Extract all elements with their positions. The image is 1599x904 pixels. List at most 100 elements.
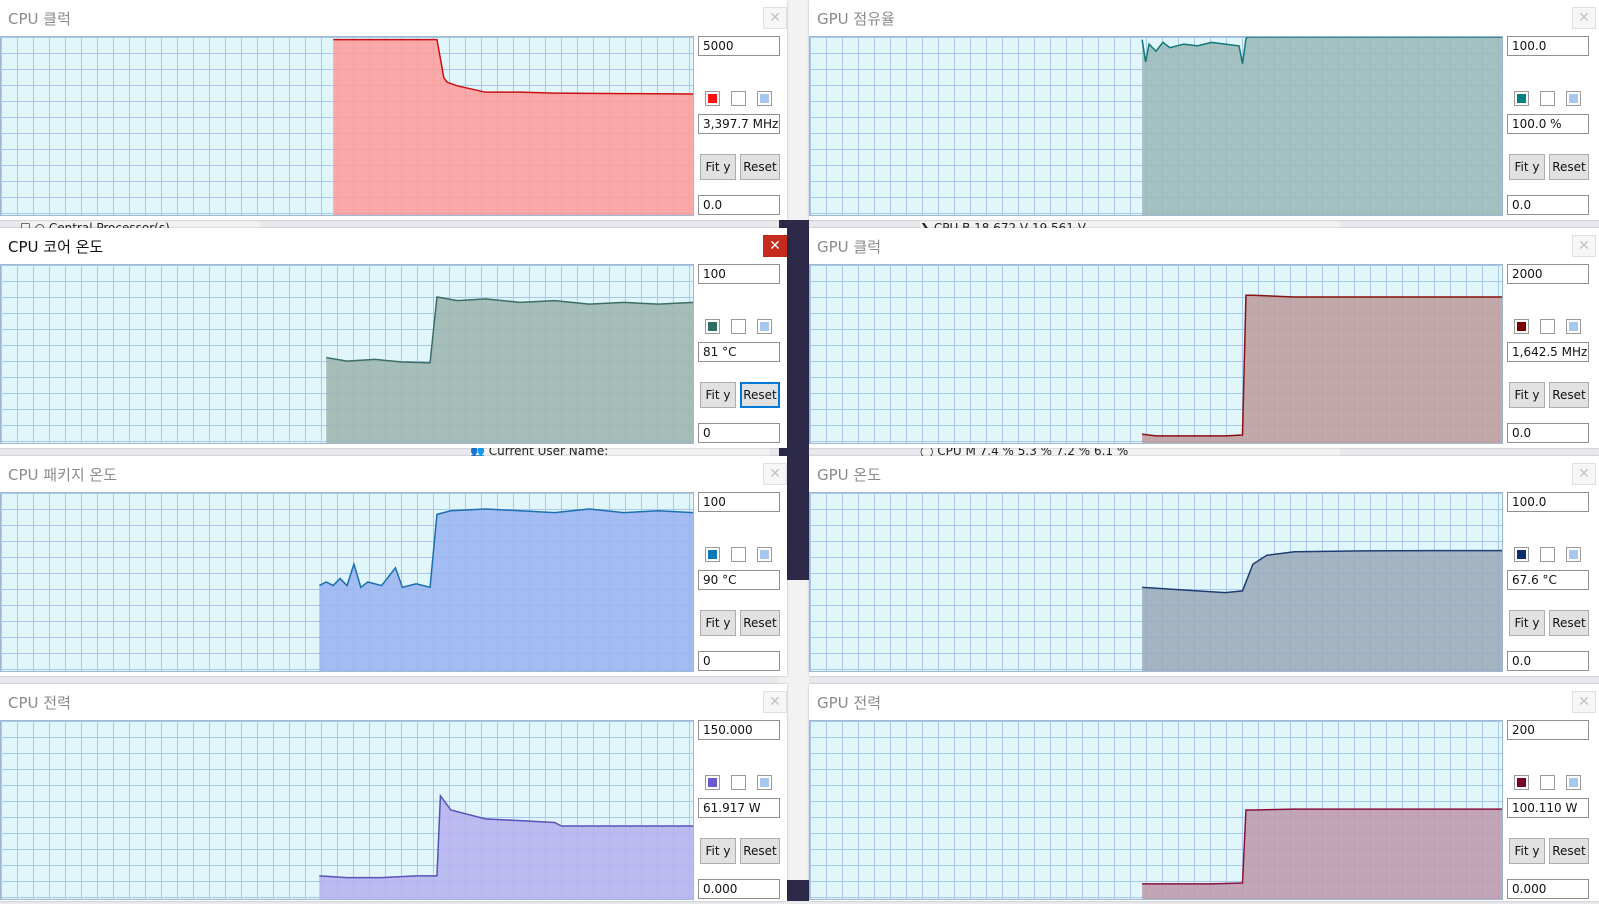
max-value-field[interactable]: 100 [698, 492, 780, 512]
reset-button[interactable]: Reset [1549, 154, 1589, 180]
grid-color-swatch[interactable] [757, 319, 772, 334]
series-color-swatch[interactable] [1514, 775, 1529, 790]
series-color [708, 550, 717, 559]
fit-y-button[interactable]: Fit y [700, 610, 736, 636]
cpu-package-temp-window: CPU 패키지 온도 ✕ 100 90 °C Fit y Reset 0 [0, 456, 787, 676]
window-title: GPU 점유율 [817, 10, 895, 28]
graph-area [809, 492, 1503, 672]
series-color-swatch[interactable] [705, 775, 720, 790]
min-value-field[interactable]: 0.0 [698, 195, 780, 215]
grid-color-swatch[interactable] [1566, 319, 1581, 334]
reset-button[interactable]: Reset [740, 154, 780, 180]
series-line [326, 296, 693, 364]
series-area [319, 795, 693, 899]
max-value-field[interactable]: 2000 [1507, 264, 1589, 284]
graph-area [0, 264, 694, 444]
min-value-field[interactable]: 0.0 [1507, 651, 1589, 671]
graph-controls: 2000 1,642.5 MHz Fit y Reset 0.0 [1507, 264, 1591, 448]
grid-color [1569, 94, 1578, 103]
min-value-field[interactable]: 0 [698, 651, 780, 671]
cpu-core-temp-window: CPU 코어 온도 ✕ 100 81 °C Fit y Reset 0 [0, 228, 787, 448]
window-title: CPU 패키지 온도 [8, 466, 118, 484]
grid-color [760, 94, 769, 103]
series-color-swatch[interactable] [705, 91, 720, 106]
min-value-field[interactable]: 0 [698, 423, 780, 443]
series-color [708, 322, 717, 331]
reset-button[interactable]: Reset [740, 610, 780, 636]
reset-button[interactable]: Reset [1549, 610, 1589, 636]
close-icon[interactable]: ✕ [1572, 691, 1596, 713]
series-area [326, 297, 693, 443]
blank-swatch[interactable] [731, 775, 746, 790]
grid-color-swatch[interactable] [757, 91, 772, 106]
current-value-field: 61.917 W [698, 798, 780, 818]
min-value-field[interactable]: 0.0 [1507, 423, 1589, 443]
max-value-field[interactable]: 150.000 [698, 720, 780, 740]
graph-area [809, 264, 1503, 444]
window-title: CPU 전력 [8, 694, 71, 712]
series-color-swatch[interactable] [1514, 547, 1529, 562]
fit-y-button[interactable]: Fit y [1509, 382, 1545, 408]
series-graph [1141, 37, 1502, 215]
max-value-field[interactable]: 200 [1507, 720, 1589, 740]
grid-color [1569, 778, 1578, 787]
series-color [1517, 94, 1526, 103]
grid-color [1569, 322, 1578, 331]
close-icon[interactable]: ✕ [763, 7, 787, 29]
series-line [333, 38, 693, 95]
graph-controls: 100 90 °C Fit y Reset 0 [698, 492, 782, 676]
grid-color-swatch[interactable] [1566, 775, 1581, 790]
close-icon[interactable]: ✕ [763, 463, 787, 485]
gpu-power-window: GPU 전력 ✕ 200 100.110 W Fit y Reset 0.000 [809, 684, 1599, 901]
fit-y-button[interactable]: Fit y [1509, 154, 1545, 180]
fit-y-button[interactable]: Fit y [700, 838, 736, 864]
fit-y-button[interactable]: Fit y [700, 154, 736, 180]
max-value-field[interactable]: 100.0 [1507, 36, 1589, 56]
series-color-swatch[interactable] [1514, 319, 1529, 334]
series-color-swatch[interactable] [705, 547, 720, 562]
series-area [1142, 550, 1502, 671]
fit-y-button[interactable]: Fit y [1509, 838, 1545, 864]
blank-swatch[interactable] [1540, 91, 1555, 106]
close-icon[interactable]: ✕ [1572, 235, 1596, 257]
blank-swatch[interactable] [1540, 319, 1555, 334]
close-icon[interactable]: ✕ [763, 235, 787, 257]
blank-swatch[interactable] [1540, 775, 1555, 790]
close-icon[interactable]: ✕ [1572, 7, 1596, 29]
grid-color-swatch[interactable] [1566, 547, 1581, 562]
blank-swatch[interactable] [1540, 547, 1555, 562]
current-value-field: 100.110 W [1507, 798, 1589, 818]
close-icon[interactable]: ✕ [763, 691, 787, 713]
grid-color-swatch[interactable] [757, 775, 772, 790]
series-color-swatch[interactable] [705, 319, 720, 334]
min-value-field[interactable]: 0.000 [698, 879, 780, 899]
series-color [1517, 778, 1526, 787]
current-value-field: 81 °C [698, 342, 780, 362]
blank-swatch[interactable] [731, 319, 746, 334]
max-value-field[interactable]: 100.0 [1507, 492, 1589, 512]
reset-button[interactable]: Reset [1549, 382, 1589, 408]
series-graph [1142, 549, 1502, 671]
gpu-clock-window: GPU 클럭 ✕ 2000 1,642.5 MHz Fit y Reset 0.… [809, 228, 1599, 448]
reset-button[interactable]: Reset [740, 838, 780, 864]
cpu-clock-window: CPU 클럭 ✕ 5000 3,397.7 MHz Fit y Reset 0.… [0, 0, 787, 220]
grid-color-swatch[interactable] [757, 547, 772, 562]
graph-controls: 100.0 100.0 % Fit y Reset 0.0 [1507, 36, 1591, 220]
reset-button[interactable]: Reset [1549, 838, 1589, 864]
series-graph [1142, 294, 1502, 443]
current-value-field: 67.6 °C [1507, 570, 1589, 590]
fit-y-button[interactable]: Fit y [1509, 610, 1545, 636]
max-value-field[interactable]: 5000 [698, 36, 780, 56]
blank-swatch[interactable] [731, 91, 746, 106]
grid-color-swatch[interactable] [1566, 91, 1581, 106]
close-icon[interactable]: ✕ [1572, 463, 1596, 485]
blank-swatch[interactable] [731, 547, 746, 562]
reset-button[interactable]: Reset [740, 382, 780, 408]
max-value-field[interactable]: 100 [698, 264, 780, 284]
window-title: CPU 클럭 [8, 10, 71, 28]
graph-area [0, 492, 694, 672]
min-value-field[interactable]: 0.000 [1507, 879, 1589, 899]
series-color-swatch[interactable] [1514, 91, 1529, 106]
fit-y-button[interactable]: Fit y [700, 382, 736, 408]
min-value-field[interactable]: 0.0 [1507, 195, 1589, 215]
